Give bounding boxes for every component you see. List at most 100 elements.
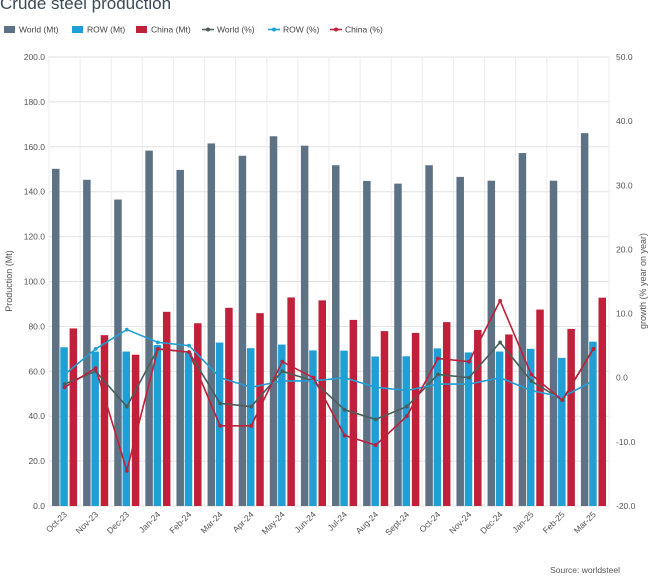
legend-item: World (Mt) (4, 25, 59, 35)
bar-world-mt (52, 168, 60, 506)
point-china (218, 423, 223, 428)
point-row (435, 382, 440, 387)
x-tick-label: Jul-24 (326, 509, 350, 533)
line-world (64, 341, 595, 421)
source-label: Source: worldsteel (550, 565, 620, 575)
point-china (373, 443, 378, 447)
legend-label: ROW (Mt) (87, 25, 125, 35)
y-tick-label: 120.0 (24, 232, 46, 242)
legend-marker (272, 27, 276, 32)
bar-row-mt (340, 350, 348, 506)
y2-tick-label: 20.0 (616, 244, 633, 254)
legend-marker (206, 27, 210, 32)
legend-label: China (%) (345, 25, 383, 35)
point-world (404, 404, 409, 409)
point-world (280, 369, 285, 374)
legend-item: China (Mt) (136, 25, 191, 35)
point-china (62, 385, 67, 390)
legend-swatch (136, 26, 147, 33)
x-tick-label: Oct-23 (44, 509, 69, 534)
bar-china-mt (100, 335, 109, 506)
bar-world-mt (394, 183, 402, 507)
point-china (280, 359, 285, 364)
point-world (435, 372, 440, 377)
bar-row-mt (558, 357, 566, 506)
x-tick-label: Nov-24 (447, 509, 474, 536)
point-china (93, 366, 98, 370)
line-layer (62, 298, 596, 474)
bar-world-mt (238, 155, 247, 506)
bar-china-mt (318, 300, 326, 506)
x-tick-label: Sept-24 (383, 509, 411, 537)
bar-world-mt (269, 136, 278, 506)
point-world (467, 375, 471, 380)
point-world (373, 417, 378, 422)
point-china (187, 350, 191, 354)
point-row (591, 379, 596, 383)
y2-tick-label: 0.0 (616, 373, 628, 383)
legend-label: China (Mt) (151, 25, 191, 35)
bar-china-mt (225, 307, 233, 506)
legend-label: World (Mt) (19, 25, 59, 35)
chart-title: Crude steel production (0, 0, 172, 13)
point-china (591, 346, 596, 351)
point-china (124, 468, 129, 473)
y2-tick-label: 40.0 (616, 116, 633, 126)
point-world (62, 382, 67, 387)
x-tick-label: Apr-24 (231, 509, 256, 534)
y-tick-label: 20.0 (28, 456, 45, 466)
x-tick-label: Oct-24 (417, 509, 442, 534)
bar-row-mt (495, 351, 504, 506)
bar-world-mt (456, 176, 464, 506)
point-china (311, 375, 316, 380)
bar-china-mt (442, 322, 451, 506)
y2-tick-label: 30.0 (616, 180, 633, 190)
x-tick-label: May-24 (260, 509, 287, 536)
point-world (218, 401, 223, 406)
bar-row-mt (153, 345, 162, 506)
bar-world-mt (580, 133, 589, 506)
legend-label: World (%) (217, 25, 255, 35)
y-tick-label: 60.0 (28, 366, 45, 376)
bar-row-mt (309, 350, 317, 506)
point-china (404, 414, 409, 419)
point-row (93, 346, 98, 351)
x-tick-label: Nov-23 (74, 509, 101, 536)
legend-item: World (%) (202, 25, 255, 35)
point-china (435, 356, 440, 361)
point-row (498, 375, 503, 380)
bar-row-mt (464, 352, 473, 506)
bar-world-mt (425, 165, 433, 507)
x-tick-label: Mar-24 (198, 509, 224, 535)
legend-item: ROW (Mt) (72, 25, 125, 35)
bar-row-mt (60, 347, 68, 506)
bar-china-mt (287, 297, 295, 506)
bar-world-mt (83, 179, 91, 506)
point-row (187, 343, 191, 348)
point-row (529, 388, 534, 393)
bar-layer (52, 133, 606, 507)
point-row (62, 372, 67, 377)
bar-row-mt (526, 348, 535, 506)
bar-world-mt (145, 150, 153, 506)
bar-world-mt (300, 145, 309, 507)
bar-china-mt (69, 328, 78, 506)
bar-world-mt (518, 153, 527, 506)
y-tick-label: 140.0 (24, 187, 46, 197)
bar-china-mt (505, 334, 513, 506)
bar-world-mt (114, 199, 122, 506)
bar-china-mt (256, 313, 264, 506)
point-row (467, 382, 471, 387)
bar-world-mt (487, 180, 496, 506)
bar-row-mt (402, 356, 411, 506)
x-tick-label: Feb-25 (541, 509, 567, 535)
line-china (64, 298, 595, 474)
point-row (404, 388, 409, 393)
point-row (249, 385, 254, 390)
bar-china-mt (411, 332, 420, 506)
bar-row-mt (122, 351, 131, 506)
y2-tick-label: -10.0 (616, 437, 636, 447)
bar-world-mt (549, 180, 558, 506)
point-row (218, 375, 223, 380)
